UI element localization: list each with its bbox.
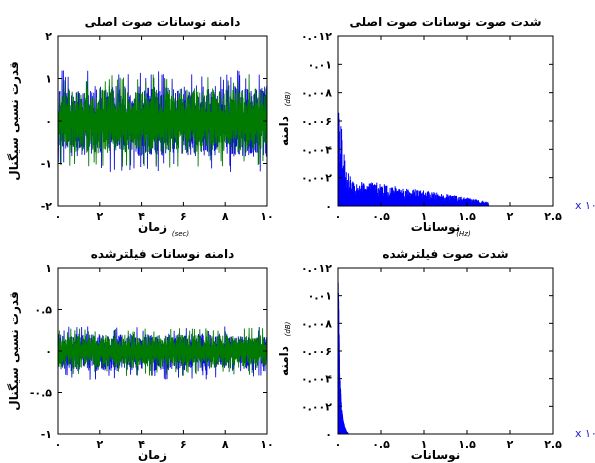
y-tick-label: ۱ bbox=[45, 73, 52, 86]
x-tick-label: ۲ bbox=[96, 438, 103, 451]
x-tick-label: ۰ bbox=[55, 210, 62, 223]
x-axis-label: نوسانات bbox=[411, 448, 460, 463]
y-tick-label: ۰.۰۱ bbox=[308, 58, 332, 71]
series-1-spectrum bbox=[338, 36, 489, 206]
x-tick-label: ۱ bbox=[421, 210, 428, 223]
x-axis-unit: (Hz) bbox=[456, 230, 471, 238]
y-tick-label: ۰.۰۱۲ bbox=[301, 262, 332, 275]
x-tick-label: ۱.۵ bbox=[458, 438, 476, 451]
y-axis-label: دامنه bbox=[277, 116, 291, 146]
x-tick-label: ۲.۵ bbox=[544, 210, 562, 223]
chart-2: ۰ ۰.۵ ۱ ۱.۵ ۲ ۲.۵ ۰ ۰.۰۰۲ ۰.۰۰۴ ۰.۰۰۶ ۰.۰۰۸ ۰.۰۱ ۰.۰… bbox=[277, 15, 595, 238]
y-tick-label: ۲ bbox=[45, 30, 52, 43]
y-tick-label: ۰.۰۰۸ bbox=[301, 317, 332, 330]
x-axis-label: زمان bbox=[138, 448, 167, 462]
y-axis-label: قدرت نسبی سیگنال bbox=[7, 291, 21, 410]
y-axis-unit: (dB) bbox=[284, 321, 292, 336]
x-tick-label: ۲ bbox=[507, 210, 514, 223]
chart-4: ۰ ۰.۵ ۱ ۱.۵ ۲ ۲.۵ ۰ ۰.۰۰۲ ۰.۰۰۴ ۰.۰۰۶ ۰.۰۰۸ ۰.۰۱ ۰.۰… bbox=[277, 247, 595, 463]
y-axis-label: قدرت نسبی سیگنال bbox=[7, 61, 21, 180]
x-multiplier: x ۱۰۴ bbox=[575, 199, 595, 212]
x-tick-label: ۱۰ bbox=[260, 210, 273, 223]
x-tick-label: ۱ bbox=[421, 438, 428, 451]
series-group bbox=[338, 36, 489, 206]
series-group bbox=[58, 70, 267, 172]
y-tick-label: -۲ bbox=[41, 200, 53, 213]
y-tick-label: ۰.۰۰۲ bbox=[301, 400, 332, 413]
y-tick-label: -۰.۵ bbox=[30, 387, 52, 400]
y-tick-label: -۱ bbox=[41, 158, 52, 171]
y-tick-label: ۰ bbox=[325, 428, 332, 441]
chart-title: دامنه نوسانات صوت اصلی bbox=[85, 15, 241, 30]
y-tick-label: ۰.۰۰۴ bbox=[301, 373, 332, 386]
y-tick-label: ۰ bbox=[45, 115, 52, 128]
y-tick-label: -۱ bbox=[41, 428, 52, 441]
x-tick-label: ۰.۵ bbox=[372, 438, 390, 451]
plot-area bbox=[338, 268, 553, 434]
y-tick-label: ۰ bbox=[325, 200, 332, 213]
y-tick-label: ۰.۰۱ bbox=[308, 290, 332, 303]
y-tick-label: ۰.۰۰۶ bbox=[301, 115, 332, 128]
y-axis-unit: (dB) bbox=[284, 91, 292, 106]
y-axis-label: دامنه bbox=[277, 346, 291, 376]
x-axis-label: زمان bbox=[138, 220, 167, 234]
x-tick-label: ۶ bbox=[180, 210, 187, 223]
y-tick-label: ۰.۰۰۴ bbox=[301, 143, 332, 156]
plot-area bbox=[338, 36, 553, 206]
chart-3: ۰ ۲ ۴ ۶ ۸ ۱۰ -۱ -۰.۵ ۰ ۰.۵ ۱ دامنه نوسانات فیلترشده… bbox=[7, 247, 274, 462]
chart-1: ۰ ۲ ۴ ۶ ۸ ۱۰ -۲ -۱ ۰ ۱ ۲ دامنه نوسانات صوت اصلی زمان… bbox=[7, 15, 274, 238]
series-2-line bbox=[58, 327, 267, 376]
x-tick-label: ۰ bbox=[55, 438, 62, 451]
y-tick-label: ۰.۵ bbox=[34, 304, 52, 317]
x-multiplier: x ۱۰۴ bbox=[575, 427, 595, 440]
x-tick-label: ۲ bbox=[507, 438, 514, 451]
y-tick-label: ۰.۰۱۲ bbox=[301, 30, 332, 43]
x-tick-label: ۲ bbox=[96, 210, 103, 223]
x-tick-label: ۰.۵ bbox=[372, 210, 390, 223]
x-axis-label: نوسانات bbox=[411, 220, 460, 235]
x-tick-label: ۸ bbox=[222, 210, 229, 223]
x-tick-label: ۲.۵ bbox=[544, 438, 562, 451]
x-tick-label: ۰ bbox=[335, 210, 342, 223]
x-tick-label: ۰ bbox=[335, 438, 342, 451]
x-tick-label: ۸ bbox=[222, 438, 229, 451]
series-2-line bbox=[58, 74, 267, 168]
y-tick-label: ۱ bbox=[45, 262, 52, 275]
y-tick-label: ۰.۰۰۸ bbox=[301, 87, 332, 100]
y-tick-label: ۰.۰۰۶ bbox=[301, 345, 332, 358]
x-tick-label: ۱۰ bbox=[260, 438, 273, 451]
chart-title: دامنه نوسانات فیلترشده bbox=[91, 247, 234, 262]
chart-title: شدت صوت فیلترشده bbox=[382, 247, 508, 262]
y-tick-label: ۰ bbox=[45, 345, 52, 358]
chart-title: شدت صوت نوسانات صوت اصلی bbox=[349, 15, 541, 30]
series-group bbox=[58, 326, 267, 380]
x-tick-label: ۴ bbox=[138, 210, 145, 223]
x-tick-label: ۱.۵ bbox=[458, 210, 476, 223]
y-tick-label: ۰.۰۰۲ bbox=[301, 172, 332, 185]
x-axis-unit: (sec) bbox=[172, 230, 190, 238]
x-tick-label: ۶ bbox=[180, 438, 187, 451]
x-tick-label: ۴ bbox=[138, 438, 145, 451]
